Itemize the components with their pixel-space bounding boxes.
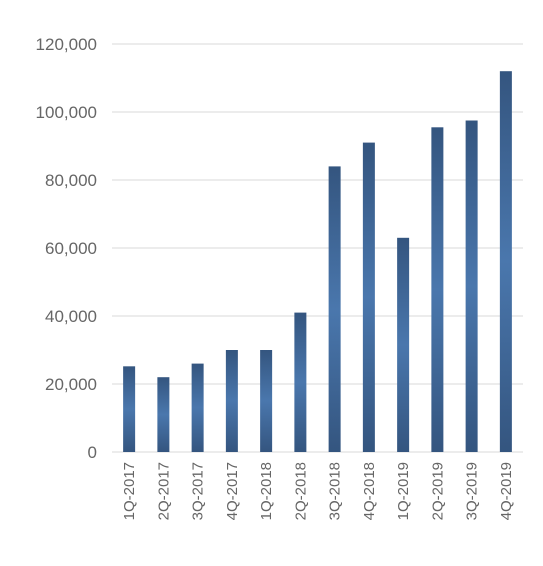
bar-2Q-2018	[294, 312, 307, 452]
gridlines	[112, 43, 523, 453]
bar-3Q-2018	[328, 166, 341, 452]
bar-4Q-2017	[225, 350, 238, 452]
bar-4Q-2019	[499, 71, 512, 452]
y-tick-label: 60,000	[45, 239, 97, 258]
x-category-label: 3Q-2018	[327, 462, 344, 520]
x-category-label: 2Q-2017	[155, 462, 172, 520]
bar-1Q-2018	[260, 350, 273, 452]
y-tick-label: 20,000	[45, 375, 97, 394]
x-category-label: 4Q-2017	[224, 462, 241, 520]
x-category-label: 4Q-2018	[361, 462, 378, 520]
y-tick-label: 80,000	[45, 171, 97, 190]
y-tick-label: 120,000	[36, 35, 97, 54]
x-category-label: 1Q-2019	[395, 462, 412, 520]
x-axis-category-labels: 1Q-2017 2Q-2017 3Q-2017 4Q-2017 1Q-2018 2Q-20…	[121, 462, 515, 520]
bar-1Q-2017	[123, 366, 136, 452]
x-category-label: 2Q-2018	[292, 462, 309, 520]
bars	[123, 71, 512, 453]
x-category-label: 2Q-2019	[429, 462, 446, 520]
bar-3Q-2019	[465, 120, 478, 452]
bar-1Q-2019	[397, 237, 410, 452]
bar-2Q-2019	[431, 127, 444, 453]
x-category-label: 3Q-2019	[464, 462, 481, 520]
x-category-label: 1Q-2017	[121, 462, 138, 520]
y-tick-label: 100,000	[36, 103, 97, 122]
x-category-label: 4Q-2019	[498, 462, 515, 520]
y-axis-tick-labels: 0 20,000 40,000 60,000 80,000 100,000 120,000	[36, 35, 97, 462]
y-tick-label: 0	[88, 443, 97, 462]
bar-4Q-2018	[362, 142, 375, 452]
bar-3Q-2017	[191, 363, 204, 452]
x-category-label: 3Q-2017	[190, 462, 207, 520]
x-category-label: 1Q-2018	[258, 462, 275, 520]
bar-2Q-2017	[157, 377, 170, 452]
y-tick-label: 40,000	[45, 307, 97, 326]
